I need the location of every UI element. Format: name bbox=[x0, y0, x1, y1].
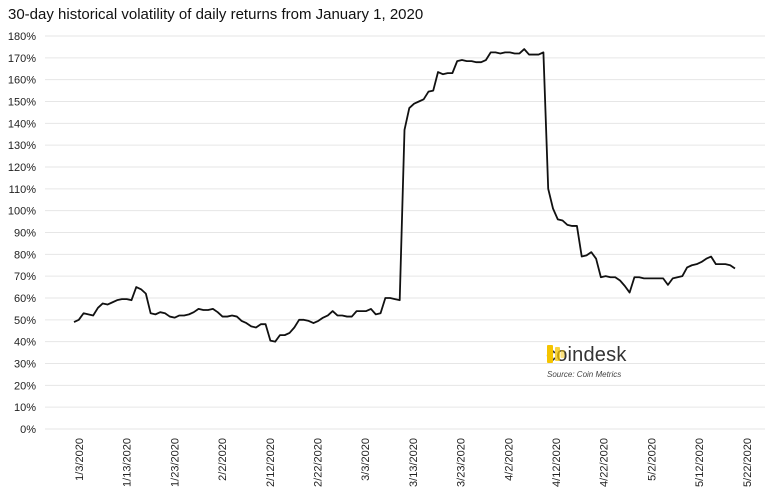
y-tick-label: 170% bbox=[8, 53, 36, 65]
y-tick-label: 20% bbox=[14, 380, 36, 392]
x-tick-label: 5/2/2020 bbox=[646, 438, 658, 481]
x-tick-label: 3/3/2020 bbox=[360, 438, 372, 481]
x-tick-label: 2/2/2020 bbox=[217, 438, 229, 481]
brand-row: coindesk bbox=[546, 344, 627, 367]
series-layer bbox=[73, 48, 736, 343]
y-tick-label: 50% bbox=[14, 315, 36, 327]
y-tick-label: 100% bbox=[8, 206, 36, 218]
x-tick-label: 3/13/2020 bbox=[408, 438, 420, 487]
x-axis-tick-labels: 1/3/2020 1/13/2020 1/23/2020 2/2/2020 2/12/2… bbox=[74, 438, 754, 487]
x-tick-label: 4/2/2020 bbox=[503, 438, 515, 481]
x-tick-label: 1/3/2020 bbox=[74, 438, 86, 481]
brand-name: coindesk bbox=[546, 344, 627, 366]
x-tick-label: 4/12/2020 bbox=[551, 438, 563, 487]
y-tick-label: 10% bbox=[14, 402, 36, 414]
x-tick-label: 1/13/2020 bbox=[122, 438, 134, 487]
x-tick-label: 4/22/2020 bbox=[599, 438, 611, 487]
y-tick-label: 120% bbox=[8, 162, 36, 174]
x-tick-label: 1/23/2020 bbox=[169, 438, 181, 487]
y-tick-label: 70% bbox=[14, 271, 36, 283]
y-tick-label: 130% bbox=[8, 140, 36, 152]
x-tick-label: 2/22/2020 bbox=[313, 438, 325, 487]
x-tick-label: 2/12/2020 bbox=[265, 438, 277, 487]
x-tick-label: 5/12/2020 bbox=[694, 438, 706, 487]
y-axis-tick-labels: 0% 10% 20% 30% 40% 50% 60% 70% 80% 90% 100% 110% 120… bbox=[8, 31, 36, 436]
series-line bbox=[73, 48, 736, 343]
y-tick-label: 80% bbox=[14, 249, 36, 261]
gridlines bbox=[45, 35, 765, 430]
coindesk-watermark: coindesk Source: Coin Metrics bbox=[546, 344, 627, 379]
source-note: Source: Coin Metrics bbox=[547, 370, 622, 379]
y-tick-label: 140% bbox=[8, 118, 36, 130]
y-tick-label: 150% bbox=[8, 97, 36, 109]
y-tick-label: 110% bbox=[9, 184, 37, 196]
chart-title: 30-day historical volatility of daily re… bbox=[8, 6, 424, 23]
x-tick-label: 3/23/2020 bbox=[456, 438, 468, 487]
y-tick-label: 180% bbox=[8, 31, 36, 43]
coindesk-logo-icon bbox=[547, 345, 565, 363]
y-tick-label: 30% bbox=[14, 359, 36, 371]
x-tick-label: 5/22/2020 bbox=[742, 438, 754, 487]
y-tick-label: 160% bbox=[8, 75, 36, 87]
y-tick-label: 40% bbox=[14, 337, 36, 349]
y-tick-label: 60% bbox=[14, 293, 36, 305]
y-tick-label: 90% bbox=[14, 228, 36, 240]
y-tick-label: 0% bbox=[20, 424, 36, 436]
